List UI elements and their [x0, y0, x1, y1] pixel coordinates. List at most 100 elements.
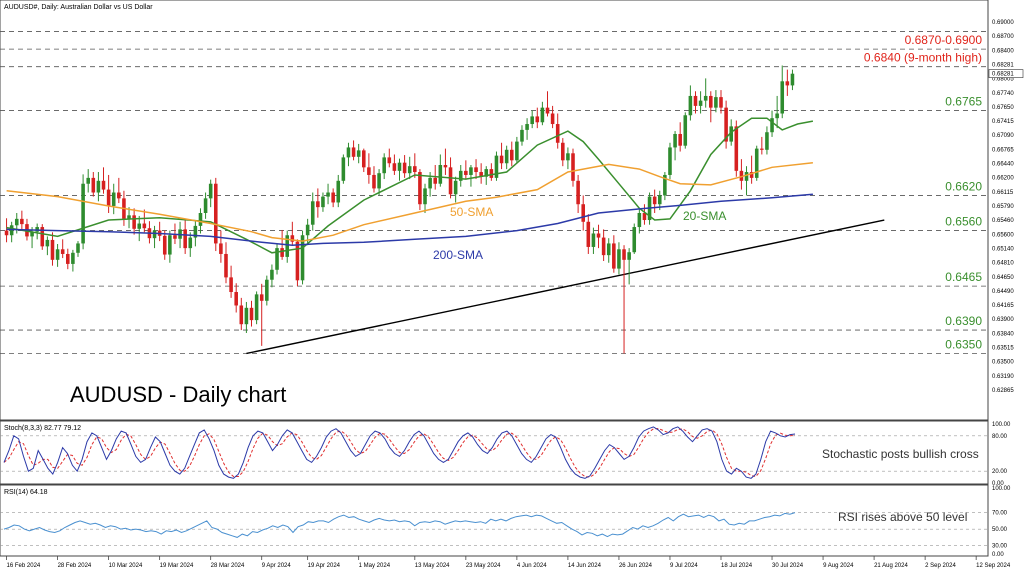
- candle-body: [418, 172, 422, 205]
- candle-body: [331, 192, 335, 203]
- candle-body: [413, 166, 417, 173]
- ma-label: 50-SMA: [450, 205, 493, 219]
- candle-body: [219, 243, 223, 254]
- candle-body: [622, 249, 626, 260]
- candle-body: [790, 73, 795, 86]
- candle-body: [244, 307, 249, 325]
- candle-body: [76, 243, 80, 253]
- candle-body: [520, 129, 524, 142]
- candle-body: [775, 113, 779, 119]
- candle-body: [561, 142, 565, 161]
- candle-body: [326, 192, 330, 197]
- trendline: [246, 219, 885, 355]
- candle-body: [285, 235, 290, 257]
- candle-body: [499, 155, 504, 164]
- date-axis: 16 Feb 2024 28 Feb 2024 10 Mar 2024 19 Mar …: [6, 556, 1011, 569]
- candle-body: [423, 188, 427, 205]
- candle-body: [290, 235, 295, 242]
- candle-body: [356, 150, 361, 157]
- candle-body: [760, 148, 764, 150]
- candle-body: [469, 167, 473, 175]
- candle-body: [270, 269, 274, 280]
- candle-body: [213, 183, 218, 244]
- candle-body: [703, 95, 708, 101]
- candle-body: [106, 189, 111, 206]
- candle-body: [780, 81, 785, 114]
- date-tick-label: 14 Jun 2024: [568, 563, 602, 569]
- candle-body: [111, 192, 116, 206]
- stochastic-header: Stoch(8,3,3) 82.77 79.12: [4, 425, 81, 432]
- candle-body: [591, 233, 596, 247]
- rsi-annotation: RSI rises above 50 level: [838, 510, 967, 524]
- price-tick-label: 0.68281: [992, 62, 1014, 68]
- candle-body: [770, 118, 774, 133]
- date-tick-label: 13 May 2024: [415, 563, 450, 569]
- price-tick-label: 0.62865: [992, 388, 1014, 394]
- candle-body: [142, 223, 147, 229]
- rsi-tick-label: 50.00: [992, 527, 1008, 533]
- candle-body: [20, 218, 24, 225]
- rsi-tick-label: 100.00: [992, 486, 1011, 492]
- candle-body: [765, 132, 769, 150]
- candle-body: [152, 230, 157, 239]
- candle-body: [377, 173, 381, 189]
- date-tick-label: 30 Jul 2024: [772, 563, 804, 569]
- date-tick-label: 26 Jun 2024: [619, 563, 653, 569]
- candle-body: [81, 183, 85, 244]
- candle-body: [402, 162, 407, 174]
- candle-body: [50, 239, 55, 260]
- candle-body: [392, 163, 397, 171]
- candle-body: [367, 167, 371, 175]
- candle-body: [428, 177, 432, 189]
- candle-body: [504, 149, 509, 164]
- candle-body: [484, 169, 489, 177]
- current-price-box: [988, 69, 1024, 78]
- candle-body: [372, 174, 376, 189]
- date-tick-label: 9 Apr 2024: [262, 563, 292, 569]
- candle-body: [382, 157, 386, 174]
- rsi-tick-label: 30.00: [992, 544, 1008, 550]
- price-tick-label: 0.63190: [992, 374, 1014, 380]
- stochastic-tick-label: 100.00: [992, 422, 1011, 428]
- candle-body: [66, 253, 70, 264]
- candle-body: [785, 81, 790, 86]
- candle-body: [249, 307, 254, 321]
- candle-body: [550, 113, 555, 125]
- candle-body: [657, 195, 662, 205]
- candle-body: [668, 147, 672, 175]
- candle-body: [714, 97, 718, 108]
- candle-body: [724, 107, 728, 142]
- date-tick-label: 28 Mar 2024: [211, 563, 245, 569]
- candle-body: [101, 180, 106, 190]
- candle-body: [280, 248, 284, 257]
- candle-body: [60, 249, 65, 254]
- date-tick-label: 19 Mar 2024: [160, 563, 194, 569]
- candle-body: [224, 253, 228, 278]
- price-tick-label: 0.64650: [992, 275, 1014, 281]
- stochastic-d-line: [3, 427, 796, 478]
- candle-body: [530, 116, 534, 125]
- level-label: 0.6350: [945, 337, 982, 351]
- candle-body: [14, 218, 19, 226]
- stochastic-annotation: Stochastic posts bullish cross: [822, 447, 979, 461]
- price-tick-label: 0.67740: [992, 91, 1014, 97]
- price-tick-label: 0.66765: [992, 147, 1014, 153]
- candle-body: [132, 215, 136, 229]
- price-tick-label: 0.65460: [992, 218, 1014, 224]
- candle-body: [693, 95, 698, 106]
- price-tick-label: 0.65140: [992, 246, 1014, 252]
- candle-body: [734, 126, 739, 171]
- price-tick-label: 0.68400: [992, 48, 1014, 54]
- candle-body: [663, 174, 667, 196]
- candle-body: [464, 170, 468, 175]
- ma-line-200-sma: [6, 193, 813, 246]
- price-tick-label: 0.63500: [992, 360, 1014, 366]
- candle-body: [234, 292, 238, 306]
- candle-body: [162, 235, 167, 255]
- candle-body: [576, 180, 580, 205]
- candle-body: [744, 172, 749, 181]
- candle-body: [127, 215, 131, 219]
- candle-body: [509, 149, 514, 161]
- level-label: 0.6840 (9-month high): [864, 51, 982, 65]
- price-tick-label: 0.63515: [992, 346, 1014, 352]
